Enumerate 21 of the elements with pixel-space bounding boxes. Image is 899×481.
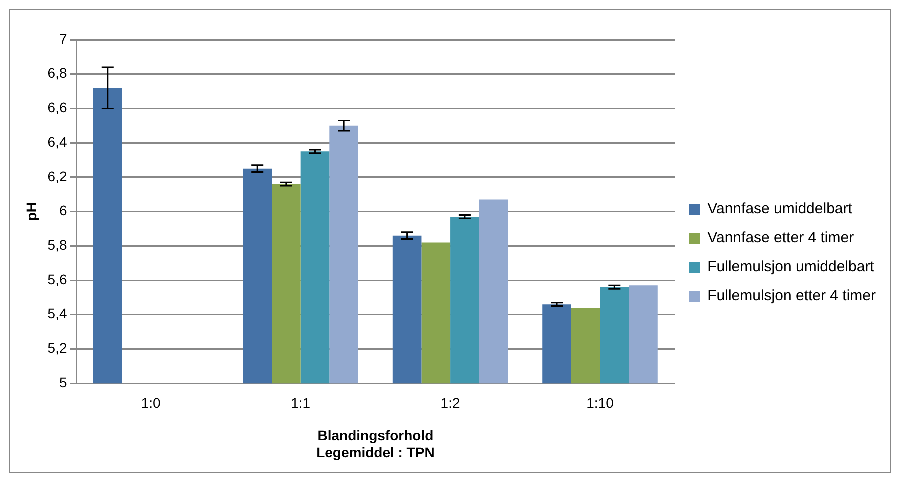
x-tick-label: 1:1 (291, 394, 311, 411)
x-tick-label: 1:10 (586, 394, 614, 411)
y-tick-label: 6,4 (48, 134, 68, 150)
x-axis-title: Blandingsforhold Legemiddel : TPN (316, 428, 435, 460)
x-tick-label: 1:2 (440, 394, 460, 411)
legend-label: Fullemulsjon etter 4 timer (708, 288, 876, 305)
y-tick-label: 6,6 (48, 100, 68, 116)
y-axis-title: pH (23, 202, 40, 222)
y-tick-label: 5,4 (48, 306, 68, 322)
y-tick-label: 6 (59, 202, 68, 219)
y-tick-label: 5,6 (48, 271, 68, 288)
y-tick-label: 5,2 (48, 340, 68, 356)
y-tick-label: 7 (59, 30, 68, 47)
legend-label: Vannfase etter 4 timer (708, 230, 854, 247)
legend-label: Vannfase umiddelbart (708, 200, 854, 218)
x-tick-label: 1:0 (141, 394, 162, 411)
y-tick-label: 5 (59, 374, 68, 390)
y-tick-label: 5,8 (48, 237, 68, 254)
y-tick-label: 6,2 (48, 168, 68, 184)
legend-label: Fullemulsjon umiddelbart (708, 258, 876, 276)
y-tick-label: 6,8 (48, 65, 68, 82)
